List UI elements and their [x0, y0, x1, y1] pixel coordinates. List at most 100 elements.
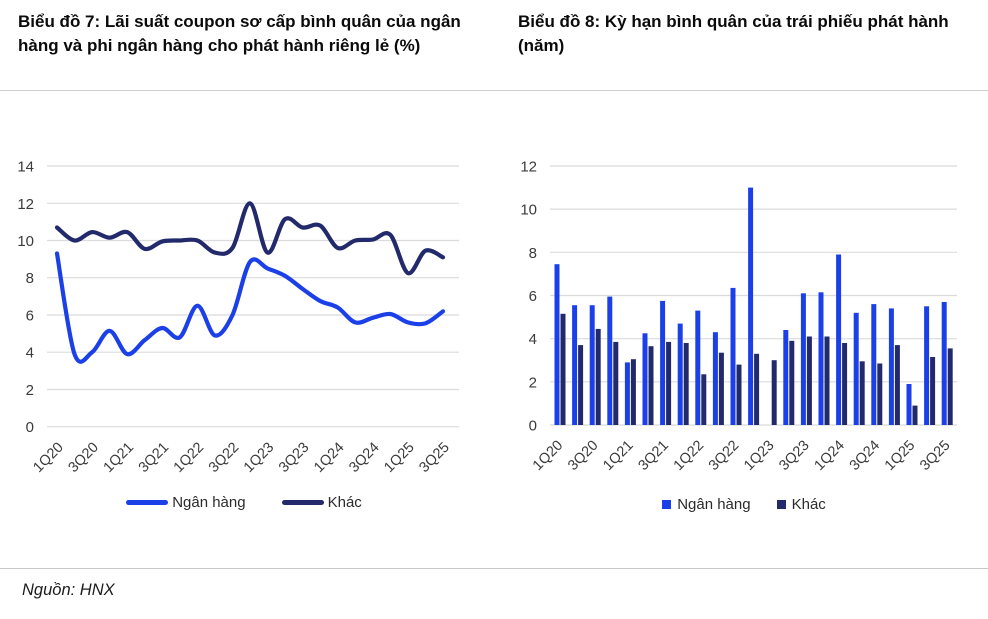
legend-item: Khác	[281, 494, 362, 511]
y-tick-label: 8	[529, 245, 537, 262]
bar-series-0	[906, 384, 912, 425]
x-tick-label: 1Q23	[741, 438, 777, 474]
bar-series-0	[642, 333, 648, 425]
bar-series-0	[924, 306, 930, 425]
title-divider	[0, 90, 988, 91]
x-tick-label: 3Q24	[847, 438, 883, 474]
legend-label: Ngân hàng	[677, 496, 751, 513]
bar-series-1	[578, 345, 584, 425]
y-tick-label: 2	[26, 382, 34, 399]
bar-series-1	[718, 352, 724, 425]
x-tick-label: 1Q21	[600, 438, 636, 474]
y-tick-label: 14	[17, 159, 34, 176]
bar-series-1	[930, 357, 936, 425]
bar-series-1	[683, 343, 689, 425]
bar-series-1	[912, 405, 918, 425]
x-tick-label: 3Q24	[346, 440, 382, 476]
bar-series-0	[695, 310, 701, 425]
bar-series-1	[771, 360, 777, 425]
x-tick-label: 1Q24	[311, 440, 347, 476]
bar-series-0	[871, 304, 877, 425]
bar-series-1	[877, 363, 883, 425]
x-tick-label: 1Q25	[381, 440, 417, 476]
bar-series-1	[666, 341, 672, 425]
y-tick-label: 2	[529, 374, 537, 391]
bar-series-0	[660, 300, 666, 425]
bar-series-1	[754, 353, 760, 425]
bar-series-1	[613, 341, 619, 425]
y-tick-label: 8	[26, 270, 34, 287]
y-tick-label: 4	[529, 331, 537, 348]
legend-item: Ngân hàng	[126, 494, 246, 511]
legend-item: Khác	[776, 496, 826, 513]
x-tick-label: 3Q21	[136, 440, 172, 476]
x-tick-label: 3Q22	[206, 440, 242, 476]
y-tick-label: 6	[529, 288, 537, 305]
legend-label: Ngân hàng	[172, 494, 246, 511]
bar-series-0	[572, 305, 578, 425]
legend-square-swatch	[662, 500, 672, 509]
x-tick-label: 3Q23	[776, 438, 812, 474]
y-tick-label: 4	[26, 345, 34, 362]
bar-series-0	[589, 305, 595, 425]
bar-series-0	[836, 254, 842, 425]
bar-series-1	[595, 328, 601, 425]
series-line-1	[54, 201, 446, 276]
bar-series-0	[783, 330, 789, 425]
x-tick-label: 1Q20	[30, 440, 66, 476]
footer-divider	[0, 568, 988, 569]
legend-line-swatch	[126, 500, 169, 505]
bar-series-1	[824, 336, 830, 425]
x-tick-label: 3Q20	[66, 440, 102, 476]
y-tick-label: 10	[17, 233, 34, 250]
bar-series-1	[842, 343, 848, 425]
bar-series-1	[947, 348, 953, 425]
bar-series-1	[806, 336, 812, 425]
bar-series-0	[677, 323, 683, 425]
bar-series-0	[607, 296, 613, 425]
bar-series-1	[648, 346, 654, 425]
x-tick-label: 1Q24	[812, 438, 848, 474]
x-tick-label: 1Q25	[882, 438, 918, 474]
bar-series-0	[888, 308, 894, 425]
y-tick-label: 12	[520, 159, 537, 176]
x-tick-label: 3Q25	[416, 440, 452, 476]
bar-series-1	[894, 345, 900, 425]
legend-line-swatch	[281, 500, 324, 505]
bar-series-1	[630, 359, 636, 425]
x-tick-label: 1Q23	[241, 440, 277, 476]
bar-series-0	[941, 302, 947, 425]
bar-series-1	[701, 374, 707, 425]
bar-series-1	[736, 364, 742, 425]
x-tick-label: 3Q21	[636, 438, 672, 474]
y-tick-label: 0	[529, 418, 537, 435]
bar-series-0	[624, 362, 630, 425]
line-chart-legend: Ngân hàng Khác	[0, 494, 488, 511]
legend-item: Ngân hàng	[662, 496, 751, 513]
y-tick-label: 6	[26, 308, 34, 325]
legend-label: Khác	[791, 496, 826, 513]
y-tick-label: 12	[17, 196, 34, 213]
bar-series-0	[853, 312, 859, 425]
bar-series-0	[554, 264, 560, 425]
x-tick-label: 1Q22	[671, 438, 707, 474]
y-tick-label: 0	[26, 419, 34, 436]
bar-series-0	[800, 293, 806, 425]
x-tick-label: 1Q21	[101, 440, 137, 476]
bar-series-1	[560, 313, 566, 425]
bar-series-0	[712, 332, 718, 425]
x-tick-label: 1Q20	[530, 438, 566, 474]
bar-chart-legend: Ngân hàng Khác	[500, 496, 988, 513]
bar-series-0	[748, 187, 754, 425]
legend-label: Khác	[327, 494, 362, 511]
x-tick-label: 3Q23	[276, 440, 312, 476]
chart7-title: Biểu đồ 7: Lãi suất coupon sơ cấp bình q…	[18, 12, 461, 55]
bar-series-1	[789, 340, 795, 425]
coupon-rate-line-chart: 024681012141Q203Q201Q213Q211Q223Q221Q233…	[17, 159, 459, 476]
bar-series-0	[818, 292, 824, 425]
x-tick-label: 3Q22	[706, 438, 742, 474]
bar-series-0	[730, 287, 736, 425]
chart8-title: Biểu đồ 8: Kỳ hạn bình quân của trái phi…	[518, 12, 949, 55]
y-tick-label: 10	[520, 202, 537, 219]
